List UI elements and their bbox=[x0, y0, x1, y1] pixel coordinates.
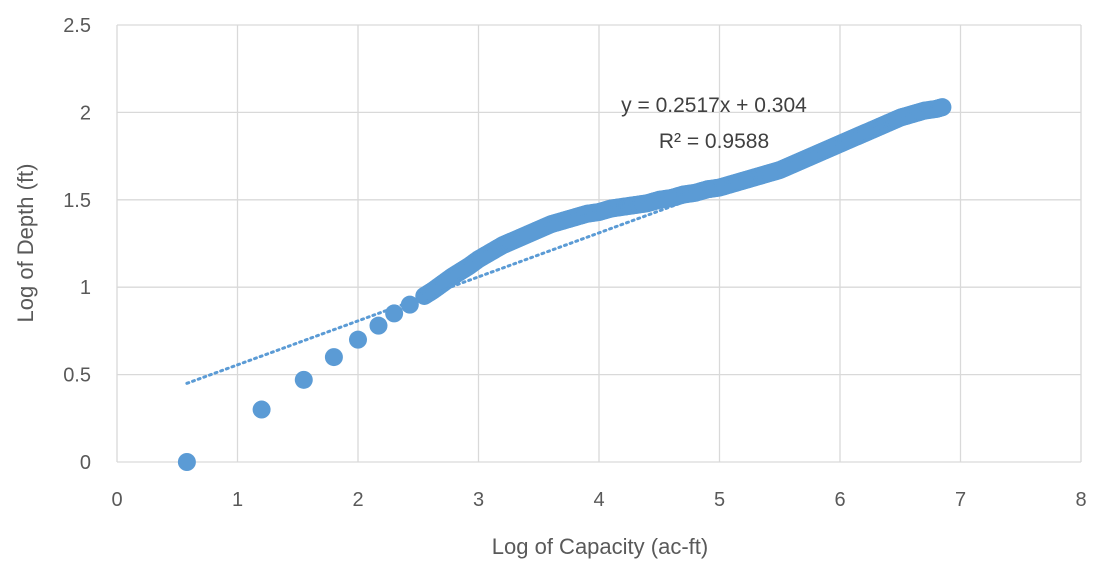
data-point bbox=[400, 295, 419, 314]
data-points bbox=[177, 98, 952, 471]
data-point bbox=[324, 348, 343, 367]
x-tick-label: 7 bbox=[955, 489, 966, 511]
x-tick-label: 5 bbox=[714, 489, 725, 511]
trendline-r-squared: R² = 0.9588 bbox=[659, 130, 769, 153]
data-point bbox=[252, 400, 271, 419]
x-tick-label: 0 bbox=[111, 489, 122, 511]
x-tick-label: 8 bbox=[1075, 489, 1086, 511]
x-tick-label: 4 bbox=[593, 489, 604, 511]
x-tick-label: 3 bbox=[473, 489, 484, 511]
y-tick-label: 2 bbox=[80, 102, 91, 124]
y-tick-label: 0 bbox=[80, 452, 91, 474]
x-axis-title: Log of Capacity (ac-ft) bbox=[492, 534, 708, 559]
x-tick-labels: 0 1 2 3 4 5 6 7 8 bbox=[111, 489, 1086, 511]
trendline-equation: y = 0.2517x + 0.304 bbox=[621, 94, 807, 117]
x-tick-label: 6 bbox=[834, 489, 845, 511]
y-tick-label: 2.5 bbox=[63, 15, 91, 37]
vertical-gridlines bbox=[116, 25, 1082, 462]
y-tick-labels: 0 0.5 1 1.5 2 2.5 bbox=[63, 15, 91, 474]
data-point bbox=[932, 98, 951, 117]
data-point bbox=[177, 453, 196, 471]
data-point bbox=[349, 330, 367, 349]
y-axis-title: Log of Depth (ft) bbox=[13, 164, 38, 323]
data-point bbox=[369, 316, 388, 335]
x-tick-label: 2 bbox=[352, 489, 363, 511]
y-tick-label: 1.5 bbox=[63, 190, 91, 212]
y-tick-label: 0.5 bbox=[63, 365, 91, 387]
data-point bbox=[385, 304, 404, 323]
y-tick-label: 1 bbox=[80, 277, 91, 299]
x-tick-label: 1 bbox=[232, 489, 243, 511]
data-point bbox=[294, 370, 313, 389]
